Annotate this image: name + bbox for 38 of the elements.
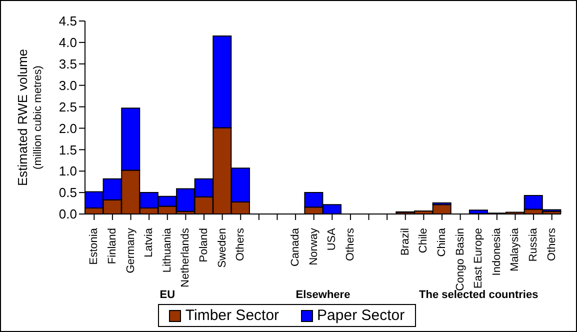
legend-label: Paper Sector xyxy=(316,307,405,324)
y-tick-label: 4.0 xyxy=(58,35,77,50)
x-tick-label: Chile xyxy=(418,228,430,254)
y-tick-label: 0.0 xyxy=(58,206,77,222)
x-tick-label: Latvia xyxy=(143,227,156,258)
y-tick-label: 2.0 xyxy=(58,120,77,136)
y-tick-label: 1.5 xyxy=(58,142,77,158)
text: Elsewhere xyxy=(296,289,350,301)
x-tick-label: Finland xyxy=(106,228,118,264)
x-tick-label: Brazil xyxy=(399,228,412,256)
x-tick-label: Estonia xyxy=(88,227,100,265)
text: EU xyxy=(160,289,176,301)
x-tick-label: Netherlands xyxy=(180,228,192,288)
y-tick-label: 1.0 xyxy=(58,164,77,179)
x-tick-label: Congo Basin xyxy=(454,228,466,291)
y-tick-label: 4.5 xyxy=(58,14,77,29)
x-tick-label: Norway xyxy=(308,228,320,266)
x-tick-label: Others xyxy=(344,228,356,262)
x-tick-label: Indonesia xyxy=(490,227,503,276)
x-tick-label: Germany xyxy=(124,228,137,274)
y-tick-label: 3.0 xyxy=(58,78,77,93)
x-tick-label: Lithuania xyxy=(161,227,174,273)
x-tick-label: USA xyxy=(326,227,338,251)
x-tick-label: Poland xyxy=(198,228,210,262)
y-axis-title: Estimated RWE volume (million cubic metres) xyxy=(15,48,44,186)
x-tick-label: Others xyxy=(234,228,247,262)
x-tick-label: Others xyxy=(546,228,558,262)
y-tick-label: 0.5 xyxy=(58,185,77,200)
x-tick-label: Malaysia xyxy=(509,227,522,272)
y-tick-label: 2.5 xyxy=(58,99,77,114)
x-tick-label: Canada xyxy=(290,227,302,267)
legend-label: Timber Sector xyxy=(184,307,280,324)
x-tick-label: East Europe xyxy=(472,228,485,289)
x-tick-label: China xyxy=(436,227,448,257)
x-tick-label: Russia xyxy=(528,227,540,262)
text: The selected countries xyxy=(419,289,538,301)
x-tick-label: Sweden xyxy=(216,228,228,268)
y-tick-label: 3.5 xyxy=(58,56,77,72)
